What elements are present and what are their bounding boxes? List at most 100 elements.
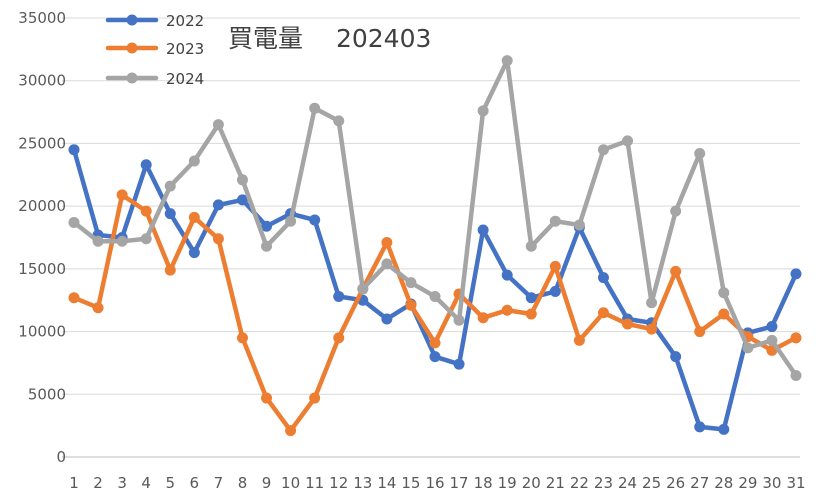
data-point [694,326,706,338]
data-point [766,334,778,346]
x-tick-label: 17 [450,474,469,492]
data-point [212,233,224,245]
data-point [429,337,441,349]
x-tick-label: 18 [474,474,493,492]
data-point [188,211,200,223]
data-point [597,272,609,284]
y-tick-label: 20000 [18,197,66,215]
data-point [333,115,345,127]
data-point [309,392,321,404]
data-point [670,265,682,277]
data-point [573,334,585,346]
data-point [694,421,706,433]
data-point [116,235,128,247]
x-tick-label: 30 [762,474,781,492]
data-point [718,287,730,299]
series-2024 [68,55,802,381]
data-point [333,290,345,302]
data-point [573,219,585,231]
data-point [525,292,537,304]
data-point [501,269,513,281]
data-point [597,307,609,319]
data-point [429,351,441,363]
data-point [790,268,802,280]
x-tick-label: 25 [642,474,661,492]
data-point [622,318,634,330]
data-point [357,283,369,295]
data-point [236,194,248,206]
data-point [670,205,682,217]
data-point [525,308,537,320]
legend-label: 2023 [166,40,204,58]
data-point [164,208,176,220]
data-point [549,260,561,272]
y-tick-label: 0 [56,448,66,466]
data-point [597,144,609,156]
x-tick-label: 3 [117,474,127,492]
legend-marker [126,72,138,84]
data-point [501,304,513,316]
x-tick-label: 11 [305,474,324,492]
data-point [236,174,248,186]
data-point [68,144,80,156]
data-point [790,332,802,344]
series-2023 [68,189,802,437]
x-tick-label: 29 [738,474,757,492]
data-point [742,342,754,354]
x-tick-label: 6 [190,474,200,492]
x-tick-label: 14 [377,474,396,492]
x-tick-label: 2 [93,474,103,492]
y-tick-label: 35000 [18,9,66,27]
x-tick-label: 4 [141,474,151,492]
data-point [790,369,802,381]
legend-marker [126,42,138,54]
x-tick-label: 24 [618,474,637,492]
chart-title: 買電量 202403 [228,24,431,53]
data-point [68,292,80,304]
x-tick-label: 20 [522,474,541,492]
data-point [333,332,345,344]
data-point [309,214,321,226]
x-tick-label: 1 [69,474,79,492]
data-point [766,321,778,333]
x-tick-label: 16 [425,474,444,492]
data-point [694,147,706,159]
legend-label: 2024 [166,70,204,88]
data-point [261,392,273,404]
data-point [646,323,658,335]
data-point [549,285,561,297]
x-tick-label: 5 [165,474,175,492]
data-point [477,105,489,117]
data-point [309,102,321,114]
data-point [453,314,465,326]
x-tick-label: 28 [714,474,733,492]
x-tick-label: 19 [498,474,517,492]
data-point [261,220,273,232]
data-point [212,119,224,131]
x-tick-label: 27 [690,474,709,492]
data-point [92,235,104,247]
x-tick-label: 23 [594,474,613,492]
data-point [670,351,682,363]
x-tick-label: 13 [353,474,372,492]
x-tick-label: 9 [262,474,272,492]
series-lines [68,55,802,437]
data-point [453,358,465,370]
data-point [381,237,393,249]
legend: 2022 2023 2024 [105,12,204,88]
data-point [622,135,634,147]
data-point [285,425,297,437]
data-point [68,216,80,228]
legend-entry-2022: 2022 [105,12,204,30]
y-tick-label: 25000 [18,134,66,152]
data-point [116,189,128,201]
y-tick-label: 5000 [28,385,66,403]
data-point [381,258,393,270]
x-tick-label: 21 [546,474,565,492]
y-tick-label: 15000 [18,260,66,278]
data-point [261,240,273,252]
data-point [164,180,176,192]
x-tick-label: 8 [238,474,248,492]
legend-marker [126,14,138,26]
